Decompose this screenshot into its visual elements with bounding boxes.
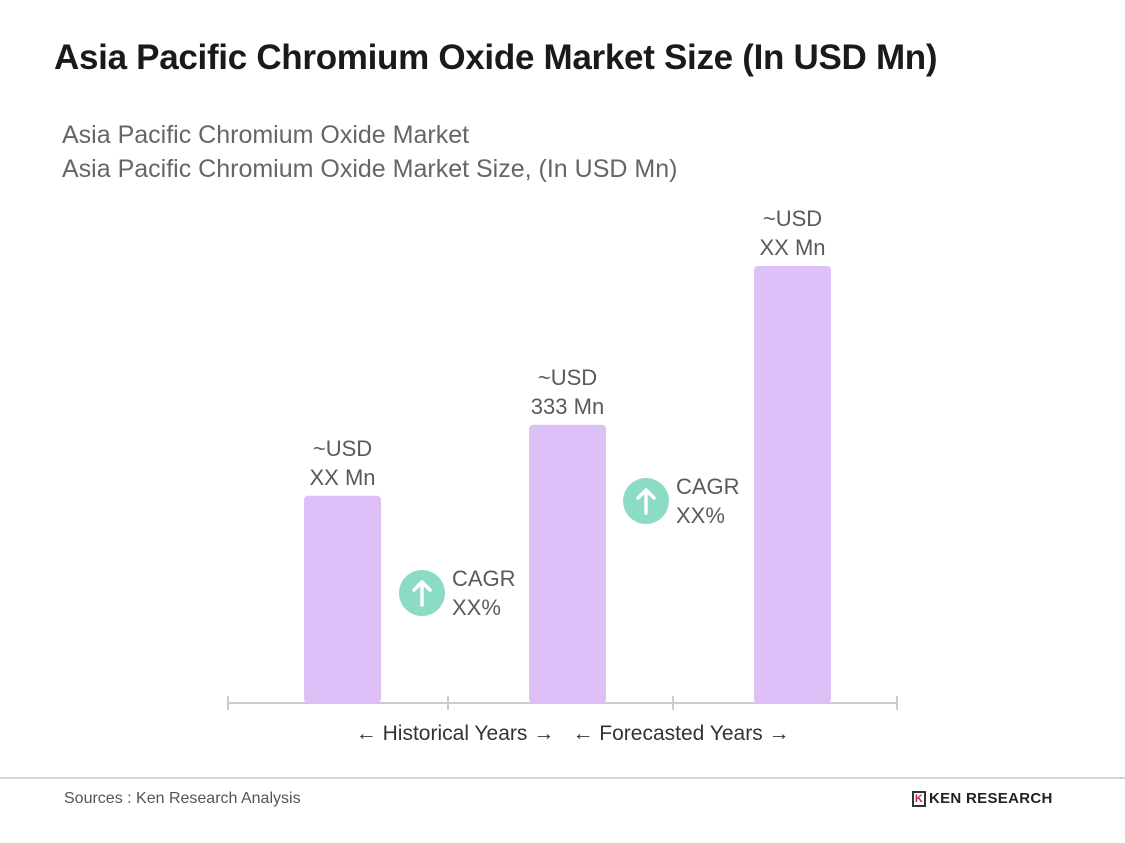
data-label: ~USD xyxy=(313,436,372,461)
data-label: ~USD xyxy=(763,206,822,231)
data-label: XX Mn xyxy=(309,465,375,490)
cagr-label: CAGR xyxy=(676,474,740,499)
chart-subtitle: Asia Pacific Chromium Oxide Market Size,… xyxy=(62,155,678,183)
bar xyxy=(529,424,606,703)
cagr-label: XX% xyxy=(676,503,725,528)
logo-mark-icon: K xyxy=(912,790,926,807)
logo-text: KEN RESEARCH xyxy=(929,790,1053,807)
footer-divider xyxy=(0,777,1125,779)
page-title: Asia Pacific Chromium Oxide Market Size … xyxy=(54,38,938,77)
chart-title: Asia Pacific Chromium Oxide Market xyxy=(62,121,470,149)
data-label: XX Mn xyxy=(759,235,825,260)
data-label: ~USD xyxy=(538,365,597,390)
source-note: Sources : Ken Research Analysis xyxy=(64,790,301,807)
period-label: ← Forecasted Years → xyxy=(572,722,789,745)
bar xyxy=(754,266,831,703)
arrow-up-glyph xyxy=(636,487,656,515)
period-label: ← Historical Years → xyxy=(356,722,554,745)
arrow-up-glyph xyxy=(412,579,432,607)
data-label: 333 Mn xyxy=(531,394,604,419)
cagr-label: CAGR xyxy=(452,566,516,591)
bar xyxy=(304,495,381,703)
cagr-label: XX% xyxy=(452,595,501,620)
ken-research-logo: K KEN RESEARCH xyxy=(912,790,1053,807)
bar-chart: ~USD XX Mn ~USD 333 Mn ~USD XX Mn CAGR XX% CAGR X… xyxy=(227,206,898,745)
